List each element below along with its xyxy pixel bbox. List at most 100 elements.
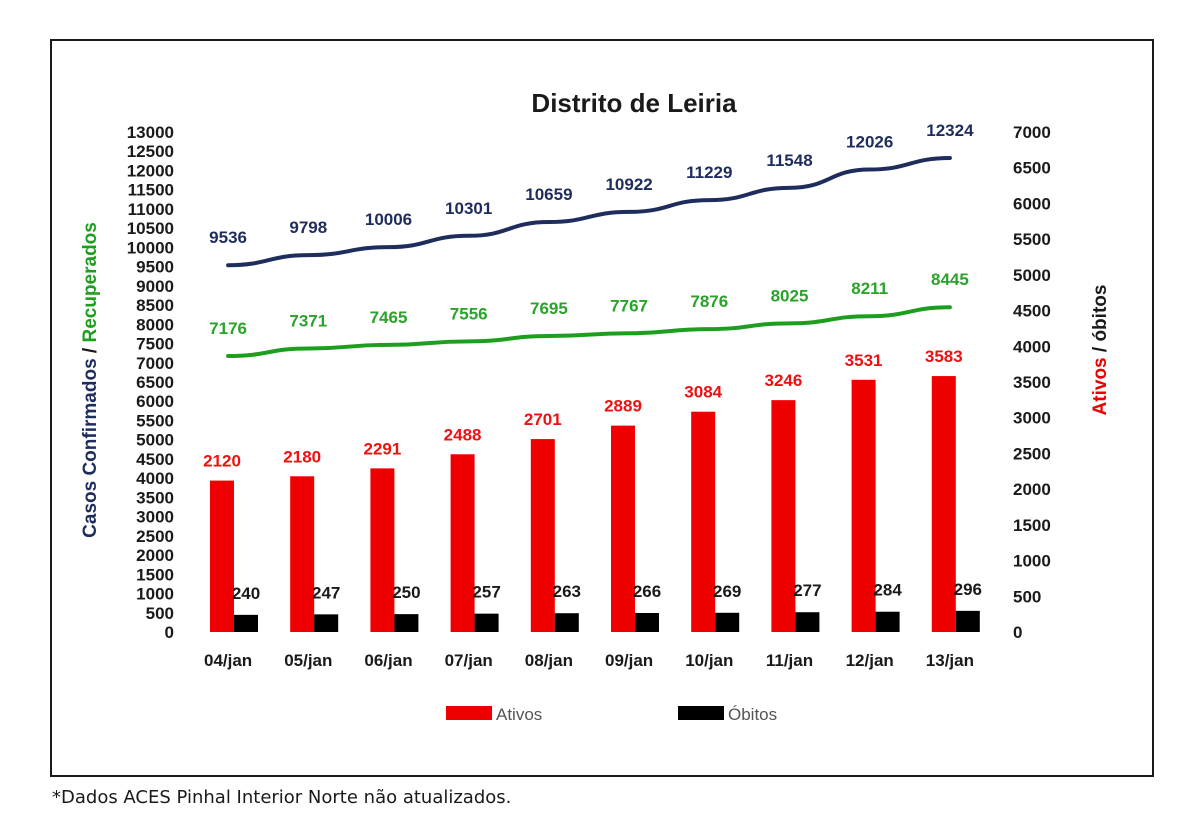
ativos-data-label: 3084: [684, 383, 722, 402]
legend-label: Óbitos: [728, 705, 777, 724]
ativos-bar: [691, 411, 716, 632]
right-axis-tick-label: 2500: [1013, 444, 1051, 463]
recuperados-data-label: 8211: [851, 279, 888, 298]
left-axis-tick-label: 5500: [136, 411, 174, 430]
recuperados-data-label: 7767: [610, 296, 648, 315]
x-axis-tick-label: 10/jan: [685, 651, 733, 670]
ativos-bar: [210, 480, 234, 632]
x-axis-tick-label: 08/jan: [525, 651, 573, 670]
x-axis-tick-label: 07/jan: [445, 651, 493, 670]
confirmados-data-label: 12324: [926, 121, 974, 140]
right-axis-tick-label: 3000: [1013, 409, 1051, 428]
right-axis-tick-label: 0: [1013, 623, 1022, 642]
ativos-bar: [290, 476, 315, 632]
recuperados-data-label: 8445: [931, 270, 969, 289]
right-axis-tick-label: 4000: [1013, 337, 1051, 356]
obitos-bar: [875, 611, 900, 632]
right-axis-tick-label: 500: [1013, 587, 1041, 606]
obitos-data-label: 296: [954, 580, 982, 599]
left-axis-tick-label: 11000: [128, 200, 174, 219]
obitos-data-label: 247: [312, 583, 340, 602]
right-axis-tick-label: 1000: [1013, 552, 1051, 571]
left-axis-tick-label: 12500: [127, 142, 174, 161]
obitos-bar: [635, 613, 659, 632]
ativos-data-label: 3531: [845, 351, 883, 370]
recuperados-data-label: 8025: [771, 286, 809, 305]
recuperados-data-label: 7176: [209, 319, 247, 338]
obitos-bar: [795, 612, 820, 632]
obitos-data-label: 277: [793, 581, 821, 600]
obitos-bar: [314, 614, 339, 632]
right-axis-label-part: óbitos: [1090, 285, 1111, 342]
right-axis-tick-label: 1500: [1013, 516, 1051, 535]
x-axis-tick-label: 12/jan: [846, 651, 894, 670]
recuperados-data-label: 7371: [289, 312, 327, 331]
obitos-bar: [474, 613, 499, 632]
ativos-data-label: 2291: [363, 439, 401, 458]
left-axis-tick-label: 500: [146, 604, 174, 623]
left-axis-tick-label: 8000: [136, 315, 174, 334]
x-axis-tick-label: 06/jan: [364, 651, 412, 670]
ativos-data-label: 3583: [925, 347, 963, 366]
left-axis-tick-label: 12000: [127, 161, 174, 180]
ativos-bar: [771, 400, 796, 632]
obitos-bar: [955, 610, 980, 632]
obitos-data-label: 263: [553, 582, 581, 601]
obitos-data-label: 240: [232, 584, 260, 603]
ativos-data-label: 2889: [604, 397, 642, 416]
left-axis-tick-label: 11500: [128, 181, 174, 200]
footnote: *Dados ACES Pinhal Interior Norte não at…: [52, 787, 512, 808]
x-axis-tick-label: 09/jan: [605, 651, 653, 670]
left-axis-tick-label: 6500: [136, 373, 174, 392]
ativos-bar: [450, 454, 475, 632]
left-axis-tick-label: 7000: [136, 354, 174, 373]
ativos-bar: [611, 425, 635, 632]
left-axis-tick-label: 0: [165, 623, 174, 642]
left-axis-tick-label: 7500: [136, 335, 174, 354]
left-axis-tick-label: 1000: [136, 585, 174, 604]
right-axis-tick-label: 6500: [1013, 159, 1051, 178]
left-axis-tick-label: 8500: [136, 296, 174, 315]
left-axis-label-part: Recuperados: [80, 222, 101, 342]
recuperados-data-label: 7695: [530, 299, 568, 318]
obitos-data-label: 284: [873, 581, 902, 600]
right-axis-label: Ativos / óbitos: [1090, 285, 1111, 416]
obitos-data-label: 266: [633, 582, 661, 601]
x-axis-tick-label: 04/jan: [204, 651, 252, 670]
confirmados-data-label: 9798: [289, 218, 327, 237]
ativos-data-label: 2180: [283, 447, 321, 466]
ativos-bar: [931, 376, 956, 632]
recuperados-line: [226, 305, 952, 358]
left-axis-tick-label: 1500: [136, 565, 174, 584]
confirmados-data-label: 10006: [365, 210, 412, 229]
recuperados-data-label: 7556: [450, 304, 488, 323]
recuperados-data-label: 7876: [690, 292, 728, 311]
ativos-data-label: 2488: [444, 425, 482, 444]
x-axis-tick-label: 13/jan: [926, 651, 974, 670]
left-axis-tick-label: 3500: [136, 488, 174, 507]
confirmados-data-label: 12026: [846, 132, 893, 151]
ativos-data-label: 3246: [764, 371, 802, 390]
left-axis-tick-label: 9000: [136, 277, 174, 296]
ativos-bar: [370, 468, 395, 632]
confirmados-data-label: 11229: [686, 163, 732, 182]
legend-label: Ativos: [496, 705, 542, 724]
ativos-data-label: 2701: [524, 410, 562, 429]
ativos-data-label: 2120: [203, 452, 241, 471]
left-axis-tick-label: 13000: [127, 123, 174, 142]
left-axis-tick-label: 4000: [136, 469, 174, 488]
confirmados-data-label: 10922: [605, 175, 652, 194]
ativos-bar: [530, 439, 555, 632]
right-axis-tick-label: 5000: [1013, 266, 1051, 285]
confirmados-line: [226, 156, 952, 268]
left-axis-label-part: /: [80, 343, 101, 359]
left-axis-tick-label: 10500: [127, 219, 174, 238]
obitos-data-label: 250: [392, 583, 420, 602]
confirmados-data-label: 9536: [209, 228, 247, 247]
right-axis-tick-label: 2000: [1013, 480, 1051, 499]
right-axis-label-part: Ativos: [1090, 357, 1111, 415]
left-axis-tick-label: 3000: [136, 508, 174, 527]
obitos-bar: [554, 613, 579, 632]
chart: Distrito de Leiria0500100015002000250030…: [80, 88, 1111, 724]
left-axis-tick-label: 2500: [136, 527, 174, 546]
